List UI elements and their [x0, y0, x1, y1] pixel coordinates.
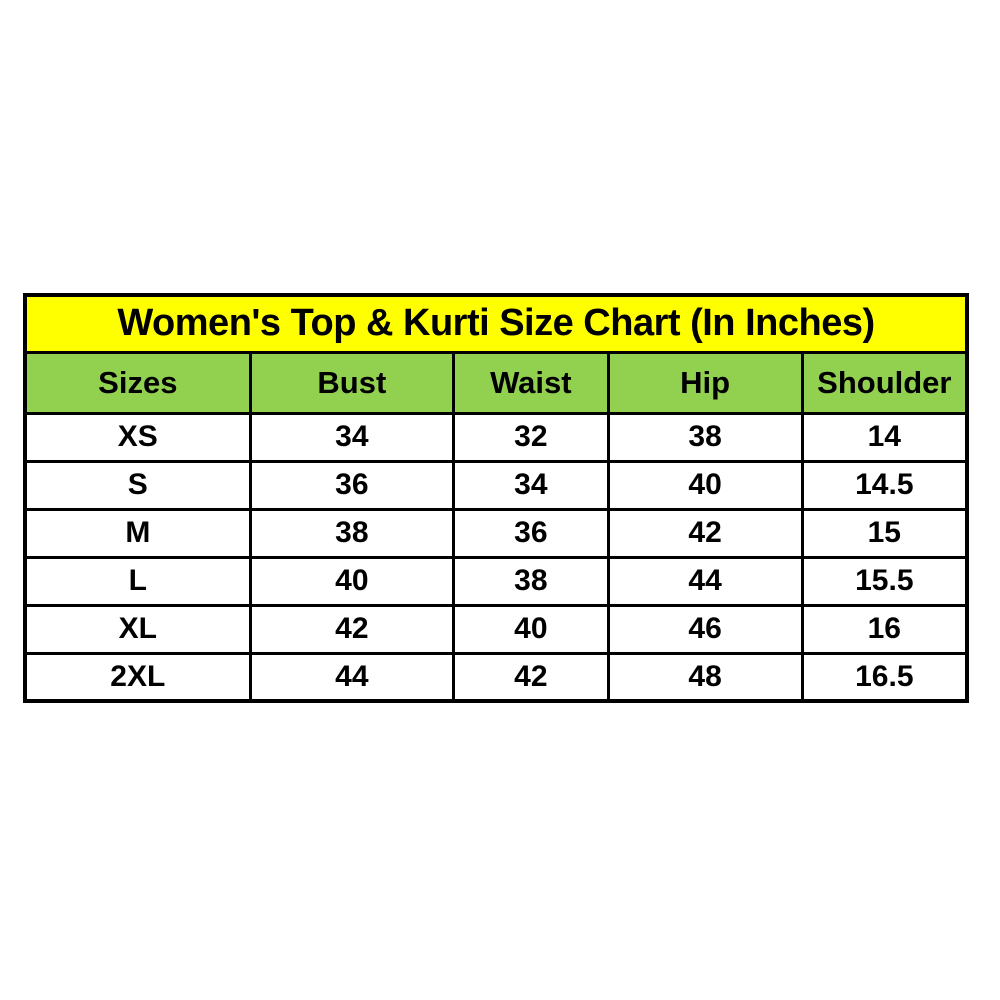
cell-size: M: [23, 507, 252, 559]
cell-waist: 32: [452, 411, 610, 463]
cell-hip: 38: [606, 411, 804, 463]
cell-bust: 34: [248, 411, 456, 463]
column-header-bust: Bust: [248, 350, 456, 415]
title-row: Women's Top & Kurti Size Chart (In Inche…: [23, 293, 969, 354]
cell-waist: 36: [452, 507, 610, 559]
column-header-hip: Hip: [606, 350, 804, 415]
table-row-xs: XS 34 32 38 14: [23, 411, 969, 463]
column-header-sizes: Sizes: [23, 350, 252, 415]
table-row-l: L 40 38 44 15.5: [23, 555, 969, 607]
cell-waist: 40: [452, 603, 610, 655]
cell-shoulder: 14: [800, 411, 969, 463]
chart-title: Women's Top & Kurti Size Chart (In Inche…: [23, 293, 969, 354]
cell-bust: 36: [248, 459, 456, 511]
cell-shoulder: 14.5: [800, 459, 969, 511]
cell-bust: 44: [248, 651, 456, 703]
cell-size: XS: [23, 411, 252, 463]
cell-shoulder: 15: [800, 507, 969, 559]
cell-size: L: [23, 555, 252, 607]
cell-hip: 40: [606, 459, 804, 511]
table-row-s: S 36 34 40 14.5: [23, 459, 969, 511]
cell-size: S: [23, 459, 252, 511]
cell-hip: 44: [606, 555, 804, 607]
cell-bust: 40: [248, 555, 456, 607]
cell-shoulder: 16: [800, 603, 969, 655]
column-header-waist: Waist: [452, 350, 610, 415]
cell-hip: 48: [606, 651, 804, 703]
header-row: Sizes Bust Waist Hip Shoulder: [23, 350, 969, 415]
cell-hip: 46: [606, 603, 804, 655]
cell-waist: 34: [452, 459, 610, 511]
table-row-m: M 38 36 42 15: [23, 507, 969, 559]
column-header-shoulder: Shoulder: [800, 350, 969, 415]
cell-bust: 42: [248, 603, 456, 655]
size-chart-table: Women's Top & Kurti Size Chart (In Inche…: [23, 293, 969, 703]
cell-waist: 42: [452, 651, 610, 703]
cell-hip: 42: [606, 507, 804, 559]
cell-bust: 38: [248, 507, 456, 559]
cell-size: 2XL: [23, 651, 252, 703]
cell-shoulder: 15.5: [800, 555, 969, 607]
table-row-xl: XL 42 40 46 16: [23, 603, 969, 655]
table-row-2xl: 2XL 44 42 48 16.5: [23, 651, 969, 703]
cell-size: XL: [23, 603, 252, 655]
cell-shoulder: 16.5: [800, 651, 969, 703]
size-chart-container: Women's Top & Kurti Size Chart (In Inche…: [23, 293, 969, 703]
cell-waist: 38: [452, 555, 610, 607]
